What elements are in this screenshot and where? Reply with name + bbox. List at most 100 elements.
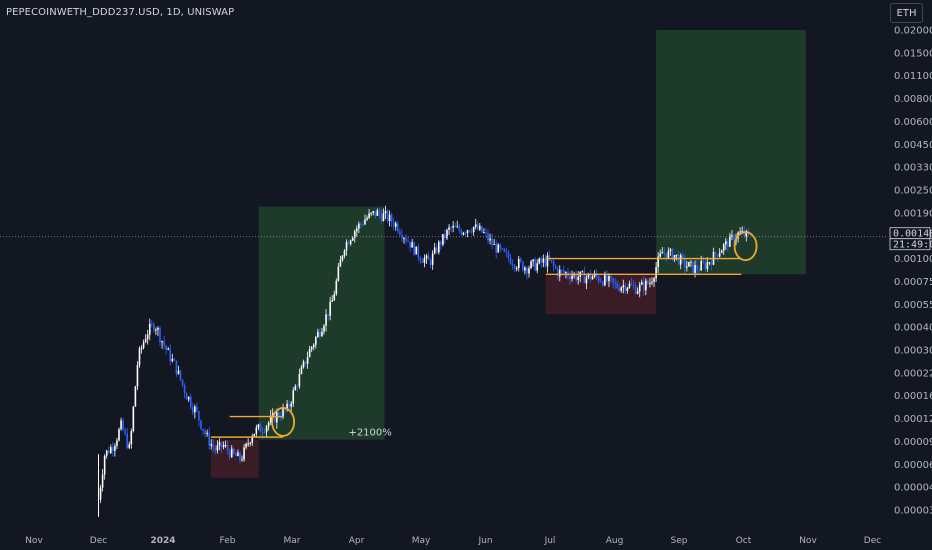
candle-body	[202, 428, 204, 431]
candle-body	[210, 444, 213, 446]
candle-body	[520, 258, 522, 262]
candle-body	[280, 416, 282, 418]
candle-body	[435, 247, 438, 253]
candle-body	[220, 442, 223, 448]
candle-body	[261, 431, 264, 433]
candle-body	[542, 258, 545, 263]
candle-body	[479, 226, 481, 230]
candle-body	[733, 235, 735, 242]
candle-body	[597, 276, 600, 282]
candle-body	[392, 222, 395, 227]
y-tick-label: 0.000400	[894, 323, 932, 334]
candle-body	[657, 256, 659, 268]
candle-body	[376, 210, 379, 216]
candle-body	[499, 244, 502, 249]
candle-body	[134, 386, 137, 407]
candle-body	[239, 452, 241, 460]
y-tick-label: 0.001900	[894, 208, 932, 219]
candle-body	[126, 433, 128, 448]
candle-body	[589, 273, 592, 280]
candle-body	[183, 385, 186, 394]
candle-body	[665, 253, 668, 258]
candle-body	[204, 430, 206, 435]
candle-body	[491, 238, 493, 245]
candle-body	[251, 436, 254, 443]
candle-body	[638, 284, 641, 292]
candle-body	[107, 450, 110, 454]
candle-body	[237, 452, 239, 457]
candle-body	[214, 447, 217, 451]
candle-body	[304, 361, 307, 364]
candle-body	[577, 276, 579, 280]
candle-body	[710, 262, 713, 265]
candle-body	[630, 283, 633, 285]
candle-body	[515, 268, 518, 270]
candle-body	[212, 444, 215, 448]
candle-body	[653, 278, 655, 282]
candle-body	[745, 230, 748, 237]
candle-body	[294, 386, 297, 391]
candle-body	[620, 287, 623, 291]
candle-body	[468, 230, 471, 232]
highlight-circle[interactable]	[733, 231, 758, 262]
candle-body	[208, 432, 210, 446]
candle-body	[382, 213, 385, 221]
candle-body	[411, 242, 413, 248]
candle-body	[649, 283, 651, 285]
candle-body	[501, 248, 504, 250]
candle-body	[112, 447, 114, 451]
candle-body	[196, 406, 198, 411]
candle-body	[610, 276, 612, 279]
candle-body	[450, 227, 452, 229]
candle-body	[99, 487, 102, 500]
candle-body	[255, 427, 258, 434]
candle-body	[602, 281, 604, 286]
candle-body	[517, 258, 520, 269]
currency-button[interactable]: ETH	[890, 3, 923, 23]
candle-body	[241, 459, 243, 461]
candle-body	[140, 347, 143, 349]
candle-body	[151, 323, 153, 325]
countdown-label: 21:49:01	[893, 240, 932, 251]
candle-body	[651, 281, 653, 284]
candle-body	[640, 282, 643, 285]
candles	[97, 205, 750, 517]
candle-body	[267, 422, 270, 427]
candle-body	[550, 259, 553, 262]
candle-body	[216, 445, 219, 451]
candle-body	[647, 280, 649, 284]
candle-body	[405, 238, 407, 241]
candle-body	[532, 259, 534, 262]
candle-body	[118, 429, 120, 441]
candle-body	[454, 225, 456, 228]
candle-body	[429, 259, 432, 265]
candle-body	[337, 266, 340, 281]
candle-body	[476, 224, 479, 230]
candle-body	[349, 240, 352, 245]
y-tick-label: 0.008000	[894, 94, 932, 105]
candle-body	[581, 271, 584, 273]
x-tick-label: Jul	[544, 536, 556, 546]
candle-body	[290, 403, 292, 407]
candle-body	[415, 246, 418, 255]
candle-body	[388, 214, 391, 222]
highlight-circle[interactable]	[271, 407, 296, 437]
candle-body	[548, 255, 551, 260]
candle-body	[618, 288, 620, 291]
candle-body	[727, 241, 729, 247]
candle-body	[390, 214, 393, 223]
candle-body	[522, 261, 524, 271]
candle-body	[507, 252, 510, 258]
x-tick-label: Dec	[90, 536, 107, 546]
candle-body	[136, 365, 139, 387]
candle-body	[571, 275, 573, 280]
candle-body	[679, 255, 682, 265]
candle-body	[317, 331, 319, 338]
candle-body	[347, 242, 350, 245]
x-tick-label: Nov	[799, 536, 817, 546]
candle-body	[114, 445, 116, 451]
candle-body	[681, 255, 684, 258]
candle-body	[636, 291, 639, 294]
